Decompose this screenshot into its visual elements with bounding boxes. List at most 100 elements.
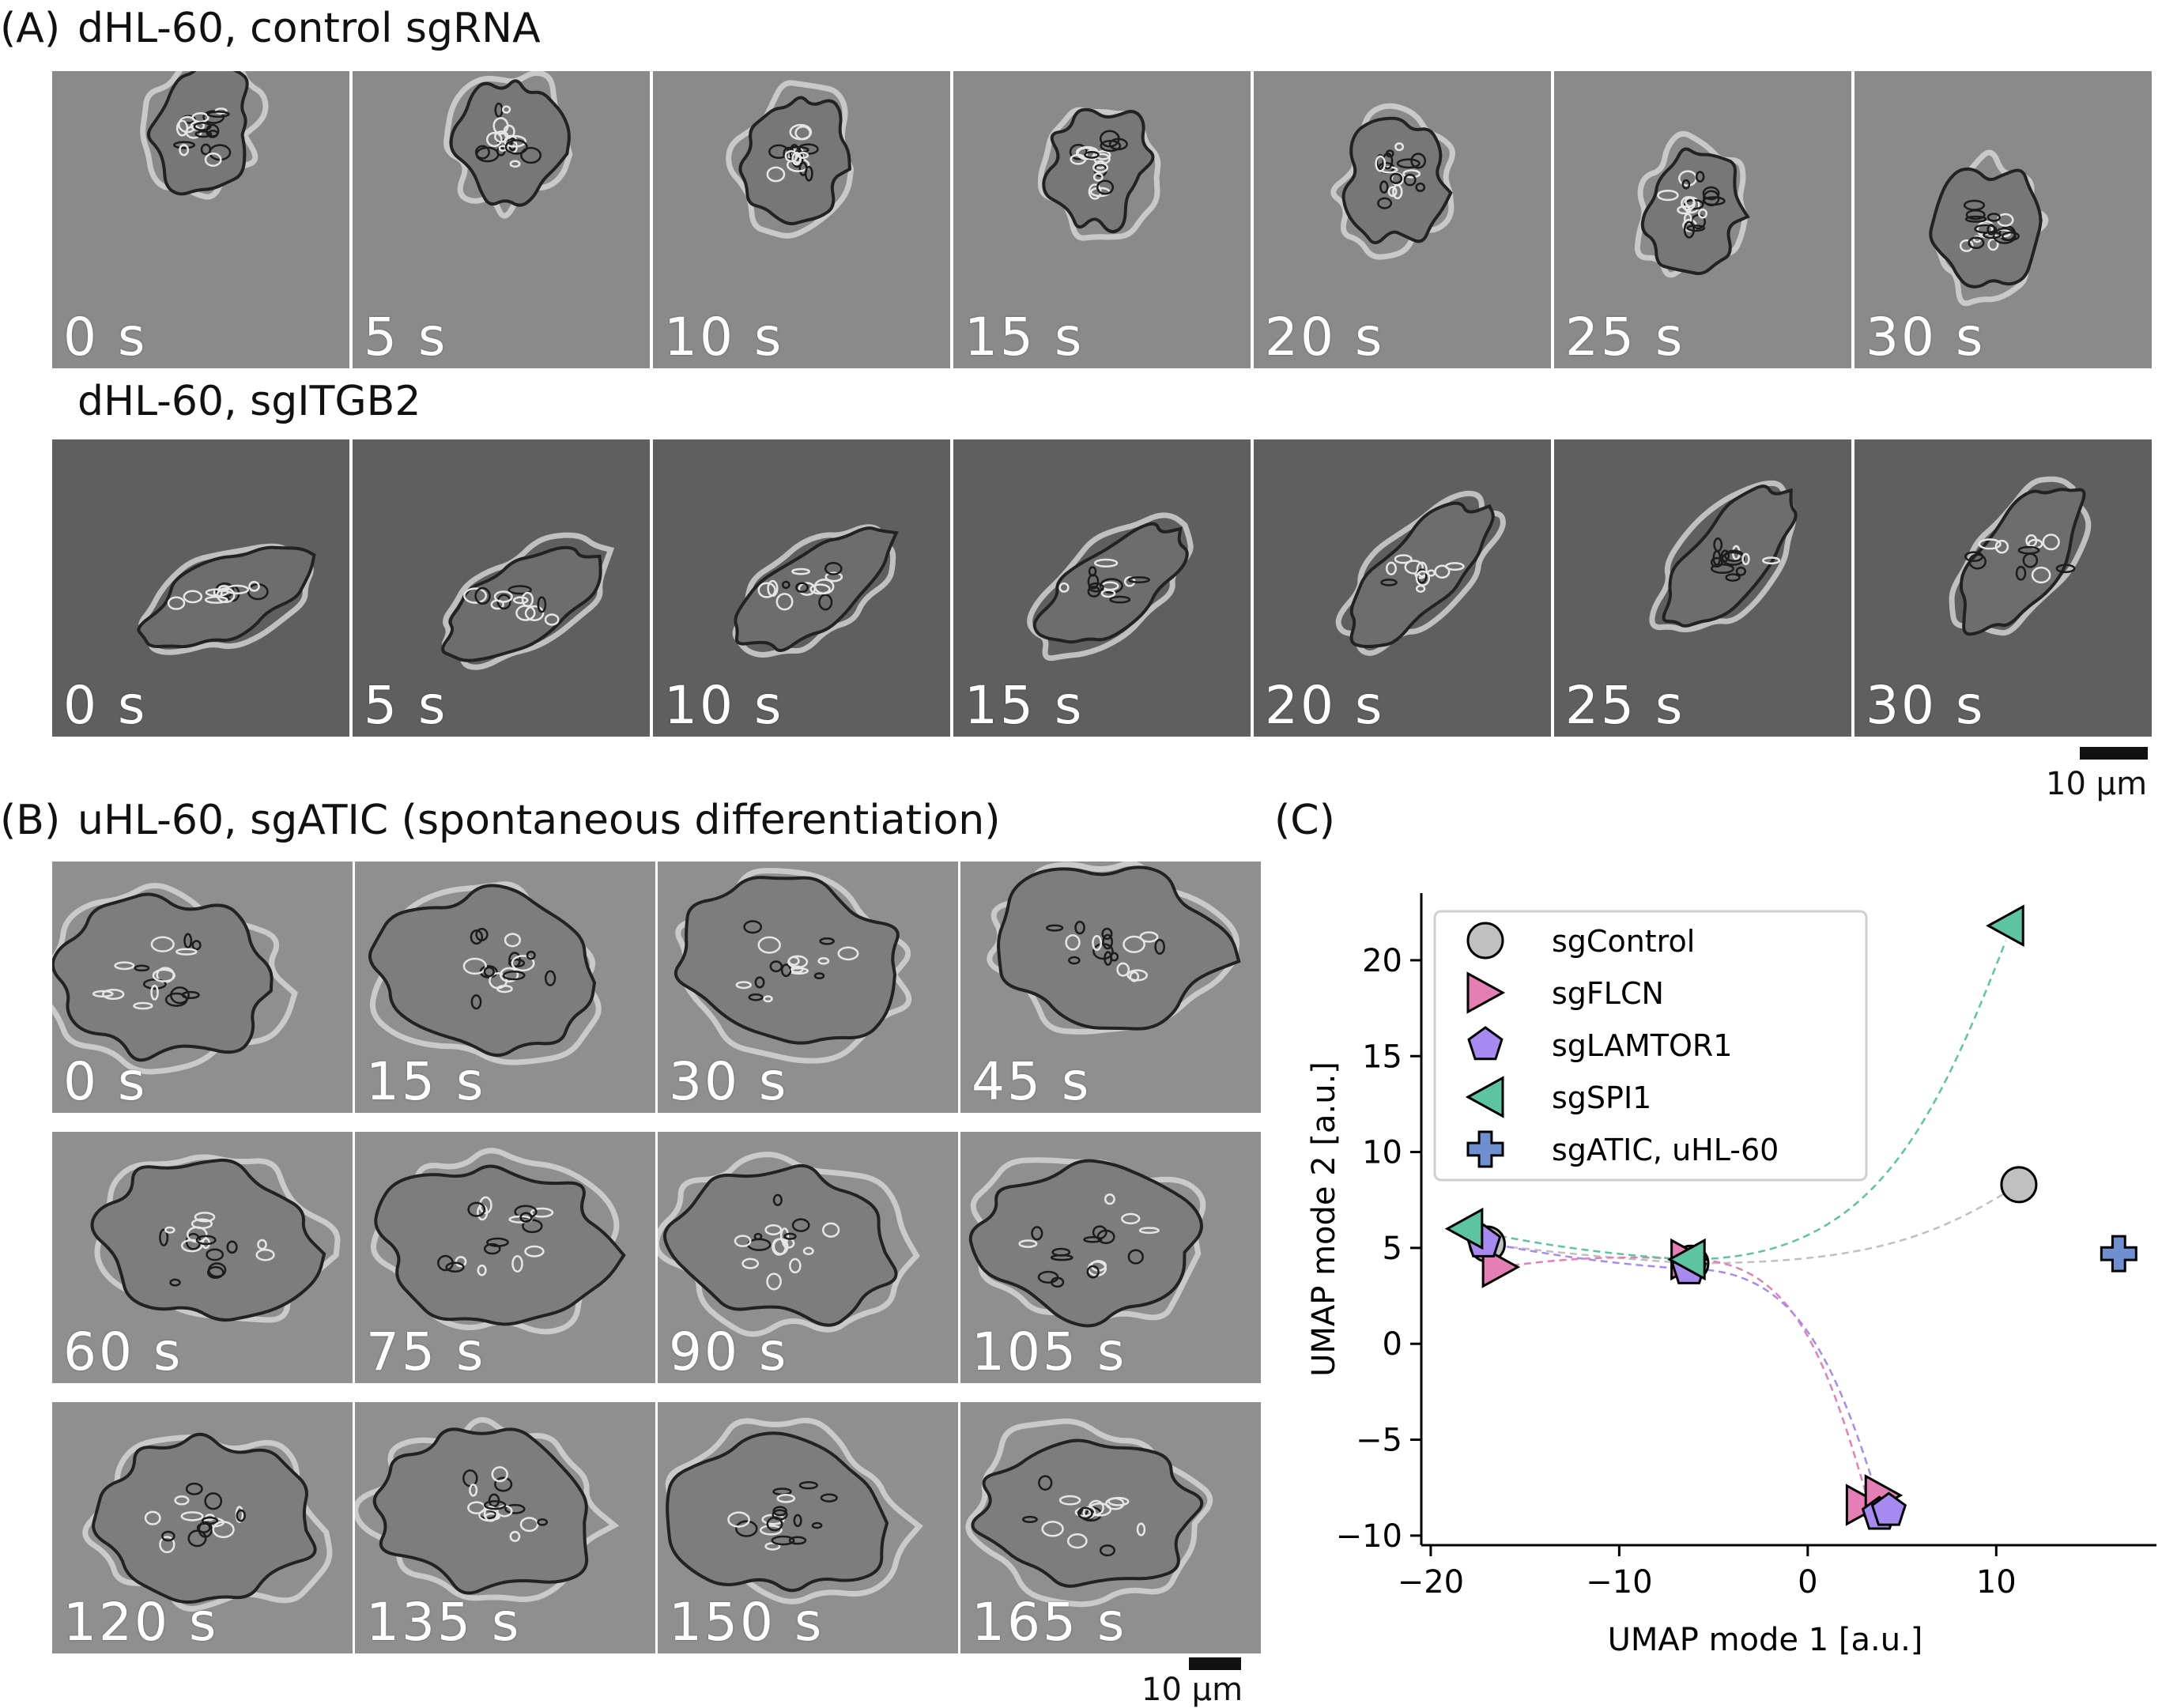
time-label: 5 s [364,307,448,368]
time-label: 0 s [63,307,148,368]
y-tick-label: 5 [1383,1231,1402,1267]
time-label: 45 s [972,1051,1092,1112]
legend-label: sgFLCN [1552,976,1664,1011]
cell-image [370,1148,626,1335]
atic-frame-7: 105 s [960,1132,1261,1383]
y-tick-label: 15 [1362,1039,1402,1075]
panel-a-scale-label: 10 µm [2046,766,2148,802]
data-point-sgatic-uhl-60 [2100,1235,2137,1273]
atic-frame-9: 135 s [355,1402,655,1653]
time-label: 120 s [63,1592,219,1653]
cell-image [443,71,573,219]
legend-box [1433,910,1868,1182]
time-label: 90 s [669,1322,789,1382]
control-frame-0: 0 s [52,71,349,368]
control-frame-1: 5 s [353,71,650,368]
atic-frame-3: 45 s [960,862,1261,1113]
panel-a-scale-bar [2080,747,2148,760]
y-tick-label: 0 [1383,1326,1402,1363]
x-tick-label: −20 [1398,1564,1464,1601]
x-tick-label: −10 [1586,1564,1652,1601]
cell-image [968,1157,1206,1328]
time-label: 15 s [964,307,1085,368]
panel-b-letter: (B) [0,797,61,844]
x-tick-label: 0 [1798,1564,1817,1601]
cell-image [665,1417,923,1604]
cell-image [52,883,298,1075]
control-frame-4: 20 s [1254,71,1551,368]
data-point-sglamtor1 [1870,1491,1907,1526]
y-tick-label: 20 [1362,943,1402,979]
cell-image [1949,476,2092,636]
y-axis-label: UMAP mode 2 [a.u.] [1306,1061,1342,1377]
y-tick-label: 10 [1362,1135,1402,1171]
time-label: 150 s [669,1592,824,1653]
control-frame-6: 30 s [1854,71,2152,368]
control-frame-3: 15 s [953,71,1251,368]
legend-marker [1466,922,1504,960]
time-label: 10 s [664,675,784,736]
time-label: 60 s [63,1322,183,1382]
time-label: 20 s [1265,307,1385,368]
cell-image [82,1432,333,1612]
legend-label: sgControl [1552,924,1695,959]
itgb2-frame-1: 5 s [353,439,650,737]
atic-frame-0: 0 s [52,862,353,1113]
panel-a-row2-title: dHL-60, sgITGB2 [77,378,421,425]
cell-image [1037,107,1161,241]
itgb2-frame-0: 0 s [52,439,349,737]
legend-label: sgSPI1 [1552,1080,1651,1115]
panel-c-letter: (C) [1274,797,1335,844]
cell-image [732,524,899,658]
time-label: 0 s [63,675,148,736]
cell-image [355,1416,620,1602]
cell-image [90,1154,341,1323]
cell-image [441,532,615,670]
control-frame-2: 10 s [653,71,950,368]
time-label: 30 s [1866,307,1986,368]
atic-frame-8: 120 s [52,1402,353,1653]
time-label: 0 s [63,1051,148,1112]
time-label: 10 s [664,307,784,368]
cell-image [726,80,855,239]
cell-image [1027,512,1194,662]
time-label: 5 s [364,675,448,736]
cell-image [1330,103,1455,260]
control-frame-5: 25 s [1554,71,1851,368]
panel-a-row1-title: dHL-60, control sgRNA [77,5,541,52]
legend-marker [1466,1130,1504,1168]
itgb2-frame-5: 25 s [1554,439,1851,737]
data-point-sgspi1 [1444,1207,1484,1250]
panel-b-scale-bar [1189,1657,1241,1670]
trajectory-line [1483,1241,1883,1510]
panel-a-row1-strip: 0 s 5 s 10 s 15 s 20 s 25 s 30 s [52,71,2152,368]
time-label: 30 s [1866,675,1986,736]
panel-b-grid: 0 s 15 s 30 s 45 s 60 s 75 s 90 s 105 s 120 s 135… [52,862,1261,1653]
time-label: 75 s [366,1322,486,1382]
legend-label: sgATIC, uHL-60 [1552,1133,1779,1167]
cell-image [140,71,269,200]
cell-image [368,881,602,1065]
x-axis-label: UMAP mode 1 [a.u.] [1608,1622,1923,1658]
legend-marker [1467,1026,1504,1061]
atic-frame-5: 75 s [355,1132,655,1383]
itgb2-frame-4: 20 s [1254,439,1551,737]
time-label: 20 s [1265,675,1385,736]
cell-image [1649,480,1798,632]
time-label: 135 s [366,1592,522,1653]
itgb2-frame-3: 15 s [953,439,1251,737]
atic-frame-6: 90 s [658,1132,958,1383]
trajectory-line [1464,941,2007,1261]
trajectory-line [1500,1256,1870,1502]
time-label: 15 s [366,1051,486,1112]
data-point-sgspi1 [1667,1238,1706,1281]
cell-image [658,1152,920,1337]
cell-image [1335,490,1506,656]
trajectory-line [1487,1183,2020,1265]
atic-frame-10: 150 s [658,1402,958,1653]
time-label: 15 s [964,675,1085,736]
x-tick-label: 10 [1976,1564,2017,1601]
atic-frame-2: 30 s [658,862,958,1113]
data-point-sgspi1 [1986,904,2024,947]
